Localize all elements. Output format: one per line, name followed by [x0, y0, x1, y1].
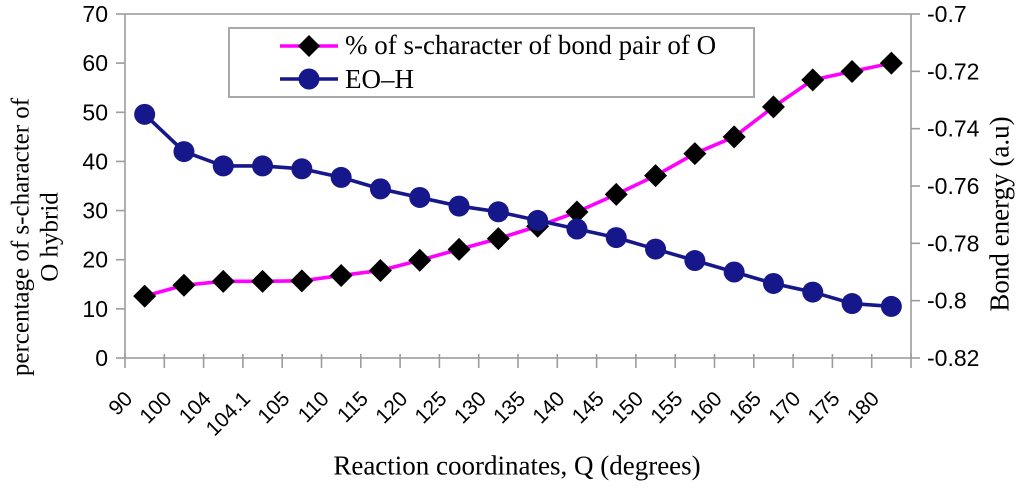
y-axis-tick-label: 60 — [82, 50, 108, 76]
y-axis-tick-label: -0.72 — [927, 58, 979, 84]
series-marker-circle — [566, 218, 588, 240]
x-axis-title: Reaction coordinates, Q (degrees) — [333, 450, 701, 481]
x-axis-tick-label: 170 — [764, 387, 805, 428]
x-axis-tick-label: 104.1 — [202, 387, 255, 440]
series-marker-diamond — [447, 237, 471, 261]
series-marker-circle — [369, 178, 391, 200]
series-marker-diamond — [290, 269, 314, 293]
right-y-axis-title: Bond energy (a.u) — [984, 116, 1015, 312]
series-marker-diamond — [879, 51, 903, 75]
series-marker-diamond — [211, 269, 235, 293]
series-marker-circle — [291, 158, 313, 180]
series-marker-diamond — [840, 59, 864, 83]
y-axis-tick-label: 70 — [82, 1, 108, 27]
series-marker-circle — [802, 281, 824, 303]
series-marker-circle — [605, 227, 627, 249]
x-axis-tick-label: 120 — [371, 387, 412, 428]
x-axis-tick-label: 150 — [607, 387, 648, 428]
series-marker-circle — [527, 209, 549, 231]
x-axis-tick-label: 140 — [528, 387, 569, 428]
x-axis-tick-label: 125 — [411, 387, 452, 428]
series-marker-diamond — [604, 182, 628, 206]
x-axis-tick-label: 100 — [135, 387, 176, 428]
x-axis-tick-label: 155 — [646, 387, 687, 428]
x-axis-tick-label: 175 — [804, 387, 845, 428]
series-line-s-character — [142, 61, 894, 298]
y-axis-tick-label: 50 — [82, 99, 108, 125]
series-marker-diamond — [329, 263, 353, 287]
x-axis-tick-label: 165 — [725, 387, 766, 428]
series-marker-diamond — [761, 95, 785, 119]
y-axis-tick-label: -0.76 — [927, 173, 979, 199]
series-marker-diamond — [133, 284, 157, 308]
series-marker-circle — [409, 186, 431, 208]
series-marker-circle — [841, 293, 863, 315]
x-axis-tick-label: 110 — [294, 387, 334, 427]
x-axis-tick-label: 90 — [104, 387, 137, 420]
x-axis-tick-label: 130 — [450, 387, 491, 428]
left-y-axis-title-line1: percentage of s-character of — [7, 97, 35, 377]
x-axis-tick-label: 160 — [686, 387, 727, 428]
series-marker-diamond — [683, 142, 707, 166]
series-marker-circle — [330, 166, 352, 188]
x-axis-tick-label: 105 — [253, 387, 294, 428]
series-marker-circle — [448, 195, 470, 217]
legend-label: % of s-character of bond pair of O — [345, 30, 717, 61]
legend-label: EO–H — [345, 63, 414, 94]
y-axis-tick-label: 20 — [82, 247, 108, 273]
series-marker-circle — [645, 238, 667, 260]
legend-box: % of s-character of bond pair of O EO–H — [228, 27, 755, 98]
series-marker-diamond — [486, 227, 510, 251]
series-marker-circle — [252, 155, 274, 177]
series-marker-diamond — [251, 269, 275, 293]
series-marker-circle — [880, 295, 902, 317]
y-axis-tick-label: -0.82 — [927, 345, 979, 371]
series-marker-diamond — [801, 68, 825, 92]
y-axis-tick-label: -0.78 — [927, 230, 979, 256]
legend-marker-diamond-icon — [280, 34, 338, 57]
legend-item-s-character: % of s-character of bond pair of O — [280, 29, 753, 63]
y-axis-tick-label: -0.74 — [927, 116, 980, 142]
legend-marker-circle-icon — [280, 68, 338, 90]
left-y-axis-title: percentage of s-character of O hybrid — [7, 98, 65, 376]
series-marker-circle — [487, 201, 509, 223]
series-marker-circle — [684, 250, 706, 272]
series-marker-diamond — [722, 125, 746, 149]
x-axis-tick-label: 145 — [568, 387, 609, 428]
y-axis-tick-label: 10 — [82, 296, 108, 322]
x-axis-tick-label: 115 — [333, 387, 373, 427]
series-marker-diamond — [565, 200, 589, 224]
series-marker-circle — [212, 155, 234, 177]
y-axis-tick-label: -0.8 — [927, 288, 967, 314]
y-axis-tick-label: 40 — [82, 148, 108, 174]
y-axis-tick-label: 0 — [95, 345, 108, 371]
x-axis-tick-label: 180 — [843, 387, 884, 428]
series-marker-diamond — [368, 259, 392, 283]
y-axis-tick-label: 30 — [82, 198, 108, 224]
series-marker-circle — [134, 103, 156, 125]
y-axis-tick-label: -0.7 — [927, 1, 967, 27]
series-marker-circle — [723, 261, 745, 283]
series-marker-circle — [173, 141, 195, 163]
series-marker-diamond — [644, 164, 668, 188]
legend-item-eo-h: EO–H — [280, 63, 753, 97]
left-y-axis-title-line2: O hybrid — [36, 192, 63, 282]
series-marker-diamond — [172, 273, 196, 297]
series-marker-diamond — [408, 248, 432, 272]
x-axis-tick-label: 135 — [489, 387, 530, 428]
series-marker-circle — [762, 272, 784, 294]
